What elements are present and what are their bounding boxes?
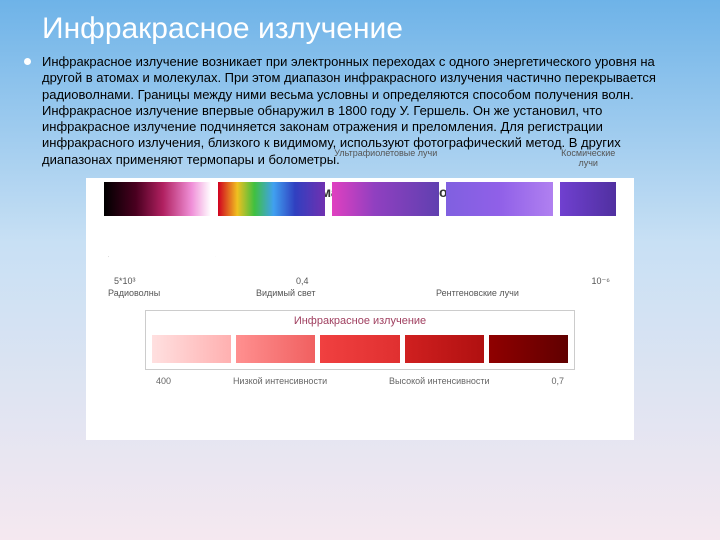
band-label-2	[218, 148, 325, 168]
zoom-label: Инфракрасное излучение	[146, 315, 574, 327]
zoom-spectrum	[152, 335, 568, 363]
bottom-right-value: 0,7	[551, 376, 564, 386]
scale-left-value: 5*10³	[114, 276, 136, 286]
scale-right-value: 10⁻⁶	[592, 276, 610, 287]
spectrum-band-5	[560, 182, 616, 216]
spectrum-band-4	[446, 182, 553, 216]
bottom-left-value: 400	[156, 376, 171, 386]
zoom-band-5	[489, 335, 568, 363]
zoom-box: Инфракрасное излучение	[145, 310, 575, 370]
zoom-band-3	[320, 335, 399, 363]
spectrum-diagram: Электромагнитный спектор Ультрафиолетовы…	[86, 178, 634, 440]
zoom-band-1	[152, 335, 231, 363]
band-label-4	[446, 148, 553, 168]
scale-mid-label: Видимый свет	[256, 288, 316, 298]
top-band-labels: Ультрафиолетовые лучи Космические лучи	[96, 148, 624, 168]
band-label-1	[104, 148, 211, 168]
spectrum-band-1	[104, 182, 211, 216]
zoom-band-2	[236, 335, 315, 363]
scale-row: 5*10³ Радиоволны 0,4 Видимый свет Рентге…	[96, 276, 624, 288]
scale-left-label: Радиоволны	[108, 288, 160, 298]
top-spectrum-row	[96, 182, 624, 216]
spectrum-band-3	[332, 182, 439, 216]
scale-mid-value: 0,4	[296, 276, 309, 286]
band-label-3: Ультрафиолетовые лучи	[332, 148, 439, 168]
bottom-left-label: Низкой интенсивности	[233, 376, 327, 386]
slide-title: Инфракрасное излучение	[0, 0, 720, 54]
scale-right-label: Рентгеновские лучи	[436, 288, 519, 298]
spectrum-band-2	[218, 182, 325, 216]
bottom-scale: 400 Низкой интенсивности Высокой интенси…	[96, 376, 624, 386]
bottom-right-label: Высокой интенсивности	[389, 376, 490, 386]
bullet-icon	[24, 58, 31, 65]
zoom-band-4	[405, 335, 484, 363]
band-label-5: Космические лучи	[560, 148, 616, 168]
